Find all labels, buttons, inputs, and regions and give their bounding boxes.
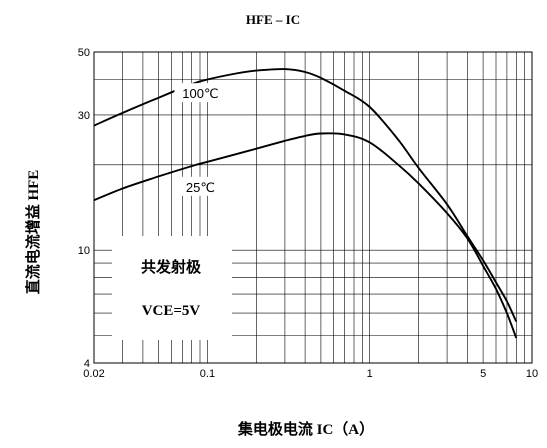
annotation-box-background — [112, 236, 232, 340]
plot-frame — [93, 51, 533, 364]
series-line — [93, 132, 518, 339]
x-tick-label: 5 — [480, 368, 486, 380]
x-tick-label: 1 — [367, 368, 373, 380]
x-tick-label: 0.02 — [83, 368, 104, 380]
x-axis-label: 集电极电流 IC（A） — [237, 420, 374, 438]
x-tick-label: 10 — [526, 368, 538, 380]
y-axis-label: 直流电流增益 HFE — [24, 170, 42, 295]
axis-ticks: 0.02 0.1 1 5 10 4 10 30 50 — [78, 47, 538, 380]
y-tick-label: 4 — [84, 358, 90, 370]
series-label-background — [174, 83, 227, 103]
series-label: 100℃ — [182, 86, 218, 101]
y-tick-label: 50 — [78, 47, 90, 59]
x-tick-label: 0.1 — [200, 368, 215, 380]
series-label-background — [174, 176, 227, 196]
chart-title: HFE – IC — [246, 12, 300, 27]
y-tick-label: 10 — [78, 245, 90, 257]
annotation-circuit-label: 共发射极 — [141, 258, 202, 276]
y-tick-label: 30 — [78, 110, 90, 122]
annotation-box: 共发射极 VCE=5V — [112, 236, 232, 340]
series-label: 25℃ — [186, 180, 215, 195]
annotation-vce-label: VCE=5V — [142, 303, 201, 319]
series-layer: 100℃ 25℃ — [93, 68, 518, 339]
